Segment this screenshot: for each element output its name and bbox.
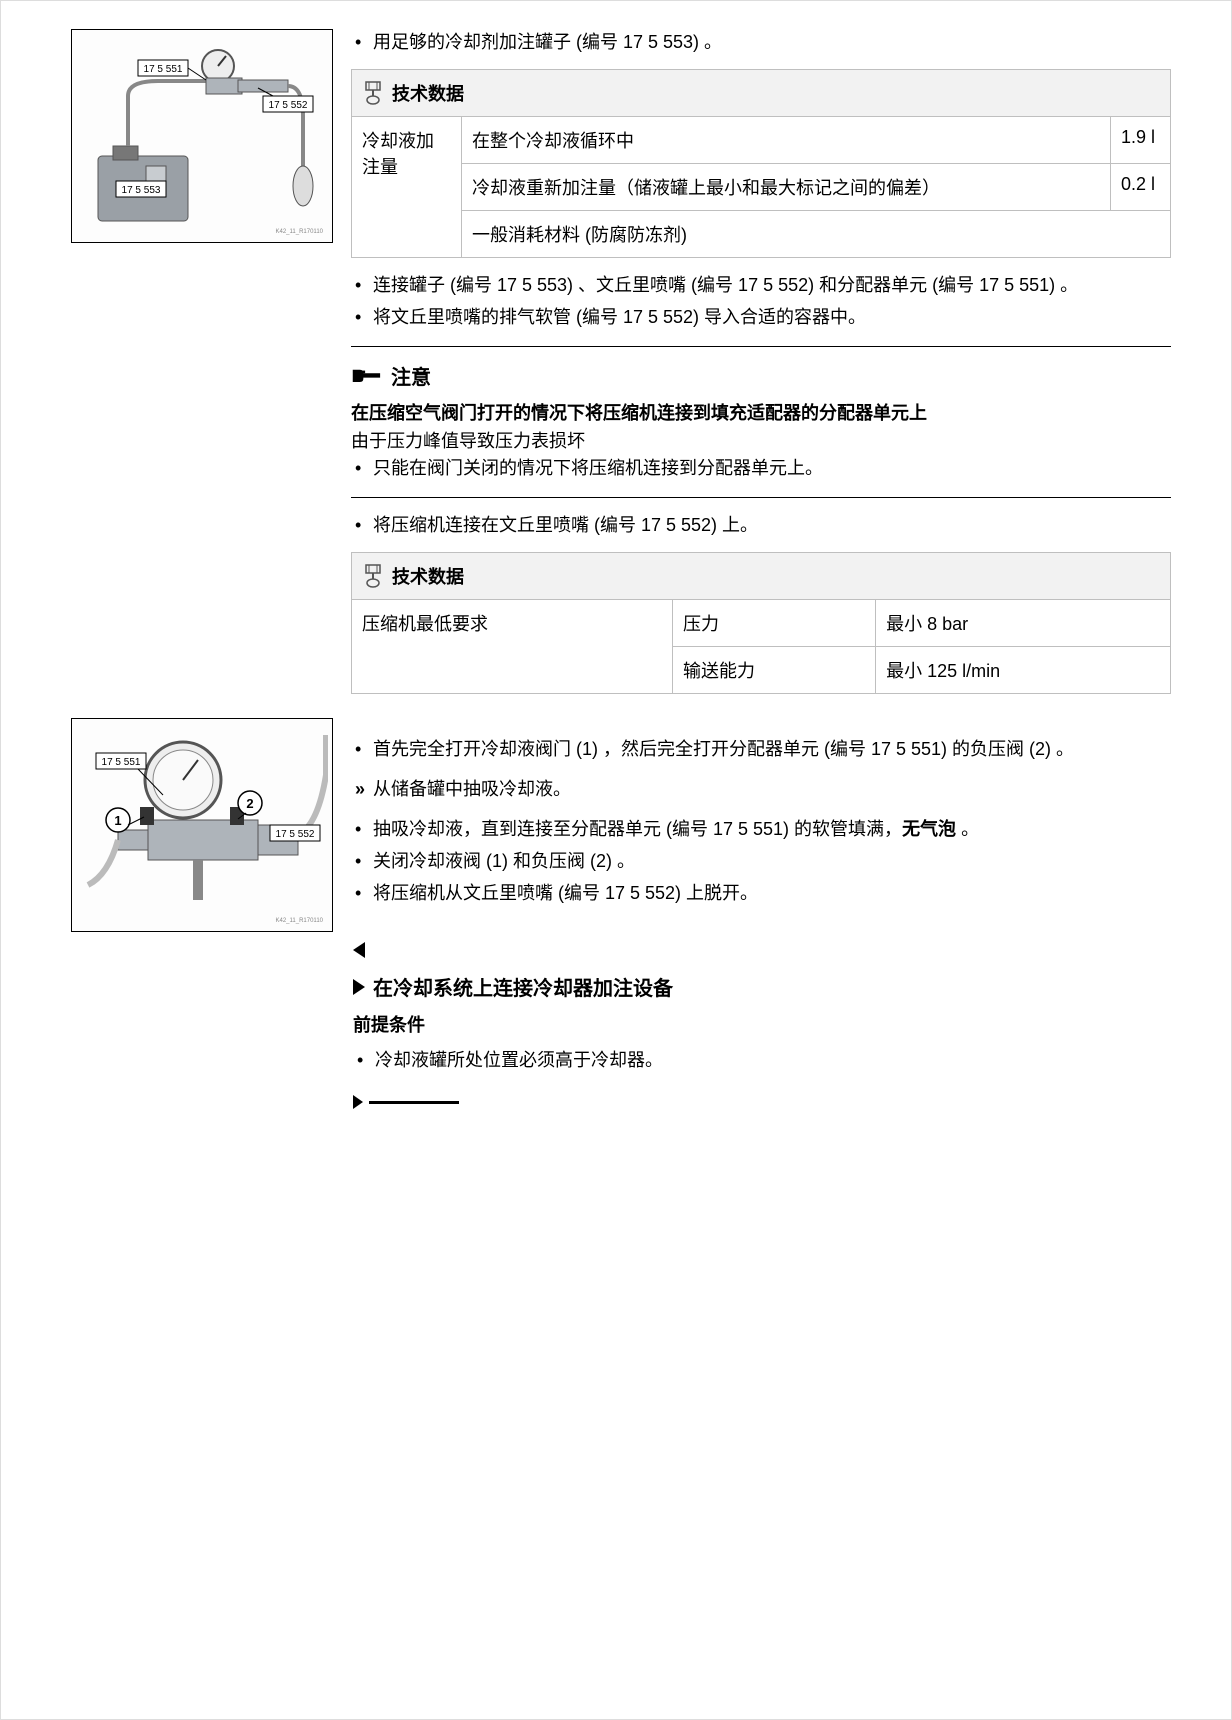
table-header: 技术数据 — [352, 553, 1171, 600]
table-cell: 最小 125 l/min — [876, 647, 1171, 694]
arrow-item: 从储备罐中抽吸冷却液。 — [351, 776, 1171, 804]
table-header: 技术数据 — [352, 69, 1171, 116]
pointing-hand-icon — [351, 365, 381, 385]
continuation-triangle-icon — [353, 1095, 363, 1109]
fig1-label-2: 17 5 552 — [269, 100, 308, 111]
fig1-label-3: 17 5 553 — [122, 185, 161, 196]
table-cell: 1.9 l — [1111, 116, 1171, 163]
continuation-marker — [353, 1095, 1171, 1109]
back-triangle-icon — [353, 942, 365, 958]
bullet-list-2: 连接罐子 (编号 17 5 553) 、文丘里喷嘴 (编号 17 5 552) … — [351, 272, 1171, 332]
table-cell: 在整个冷却液循环中 — [462, 116, 1111, 163]
triangle-icon — [353, 979, 365, 995]
bullet-list-6: 冷却液罐所处位置必须高于冷却器。 — [353, 1047, 1171, 1075]
text-col-2: 首先完全打开冷却液阀门 (1) ，然后完全打开分配器单元 (编号 17 5 55… — [351, 718, 1171, 919]
tech-data-icon — [362, 80, 384, 106]
notice-label: 注意 — [391, 361, 431, 390]
figure-1-column: 17 5 551 17 5 552 17 5 553 K42_11_R17011… — [71, 29, 333, 243]
bullet-list-3: 将压缩机连接在文丘里喷嘴 (编号 17 5 552) 上。 — [351, 512, 1171, 540]
notice-body: 在压缩空气阀门打开的情况下将压缩机连接到填充适配器的分配器单元上 由于压力峰值导… — [351, 400, 1171, 484]
section-1: 17 5 551 17 5 552 17 5 553 K42_11_R17011… — [71, 29, 1171, 708]
table-cell: 一般消耗材料 (防腐防冻剂) — [462, 210, 1171, 257]
fig1-label-1: 17 5 551 — [144, 64, 183, 75]
table-cell: 最小 8 bar — [876, 600, 1171, 647]
separator — [351, 497, 1171, 498]
bullet-item: 将压缩机从文丘里喷嘴 (编号 17 5 552) 上脱开。 — [351, 880, 1171, 908]
bullet-item: 关闭冷却液阀 (1) 和负压阀 (2) 。 — [351, 848, 1171, 876]
table-cell: 输送能力 — [673, 647, 876, 694]
tech-data-label: 技术数据 — [392, 563, 464, 589]
bullet-list-5: 抽吸冷却液，直到连接至分配器单元 (编号 17 5 551) 的软管填满，无气泡… — [351, 816, 1171, 908]
bullet-item: 将压缩机连接在文丘里喷嘴 (编号 17 5 552) 上。 — [351, 512, 1171, 540]
bullet-item: 用足够的冷却剂加注罐子 (编号 17 5 553) 。 — [351, 29, 1171, 57]
notice-title: 在压缩空气阀门打开的情况下将压缩机连接到填充适配器的分配器单元上 — [351, 400, 1171, 428]
notice-line: 由于压力峰值导致压力表损坏 — [351, 428, 1171, 456]
section-3: 在冷却系统上连接冷却器加注设备 前提条件 冷却液罐所处位置必须高于冷却器。 — [353, 942, 1171, 1109]
table-cell: 冷却液加注量 — [352, 116, 462, 257]
figure-1-svg: 17 5 551 17 5 552 17 5 553 K42_11_R17011… — [78, 36, 328, 236]
table-cell: 冷却液重新加注量（储液罐上最小和最大标记之间的偏差） — [462, 163, 1111, 210]
continuation-bar — [369, 1101, 459, 1104]
bullet-list-4: 首先完全打开冷却液阀门 (1) ，然后完全打开分配器单元 (编号 17 5 55… — [351, 736, 1171, 764]
bullet-item: 首先完全打开冷却液阀门 (1) ，然后完全打开分配器单元 (编号 17 5 55… — [351, 736, 1171, 764]
fig2-caption: K42_11_R170110 — [276, 918, 324, 924]
fig2-label-1: 17 5 551 — [102, 757, 141, 768]
bullet-item: 只能在阀门关闭的情况下将压缩机连接到分配器单元上。 — [351, 455, 1171, 483]
bullet-item: 冷却液罐所处位置必须高于冷却器。 — [353, 1047, 1171, 1075]
figure-2-column: 1 2 17 5 551 17 5 552 K42_11_R170110 — [71, 718, 333, 932]
bullet-text-bold: 无气泡 — [902, 819, 956, 839]
arrow-list: 从储备罐中抽吸冷却液。 — [351, 776, 1171, 804]
prereq-heading: 前提条件 — [353, 1011, 1171, 1037]
fig2-label-2: 17 5 552 — [276, 829, 315, 840]
table-cell: 0.2 l — [1111, 163, 1171, 210]
section-title-text: 在冷却系统上连接冷却器加注设备 — [373, 972, 673, 1001]
table-cell: 压缩机最低要求 — [352, 600, 673, 694]
tech-data-table-1: 技术数据 冷却液加注量 在整个冷却液循环中 1.9 l 冷却液重新加注量（储液罐… — [351, 69, 1171, 258]
bullet-item: 将文丘里喷嘴的排气软管 (编号 17 5 552) 导入合适的容器中。 — [351, 304, 1171, 332]
table-cell: 压力 — [673, 600, 876, 647]
bullet-list-1: 用足够的冷却剂加注罐子 (编号 17 5 553) 。 — [351, 29, 1171, 57]
section-2: 1 2 17 5 551 17 5 552 K42_11_R170110 首先完… — [71, 718, 1171, 932]
bullet-text: 。 — [956, 819, 979, 839]
page: 17 5 551 17 5 552 17 5 553 K42_11_R17011… — [0, 0, 1232, 1720]
text-col-1: 用足够的冷却剂加注罐子 (编号 17 5 553) 。 — [351, 29, 1171, 708]
notice-heading: 注意 — [351, 361, 1171, 390]
bullet-item: 抽吸冷却液，直到连接至分配器单元 (编号 17 5 551) 的软管填满，无气泡… — [351, 816, 1171, 844]
fig2-callout-1: 1 — [114, 813, 121, 828]
notice-bullets: 只能在阀门关闭的情况下将压缩机连接到分配器单元上。 — [351, 455, 1171, 483]
bullet-text: 抽吸冷却液，直到连接至分配器单元 (编号 17 5 551) 的软管填满， — [373, 819, 902, 839]
separator — [351, 346, 1171, 347]
bullet-item: 连接罐子 (编号 17 5 553) 、文丘里喷嘴 (编号 17 5 552) … — [351, 272, 1171, 300]
figure-2-svg: 1 2 17 5 551 17 5 552 K42_11_R170110 — [78, 725, 328, 925]
fig1-caption: K42_11_R170110 — [276, 229, 324, 235]
tech-data-table-2: 技术数据 压缩机最低要求 压力 最小 8 bar 输送能力 最小 125 l/m… — [351, 552, 1171, 694]
tech-data-icon — [362, 563, 384, 589]
figure-1: 17 5 551 17 5 552 17 5 553 K42_11_R17011… — [71, 29, 333, 243]
fig2-callout-2: 2 — [246, 796, 253, 811]
tech-data-label: 技术数据 — [392, 80, 464, 106]
figure-2: 1 2 17 5 551 17 5 552 K42_11_R170110 — [71, 718, 333, 932]
section-title: 在冷却系统上连接冷却器加注设备 — [353, 972, 1171, 1001]
